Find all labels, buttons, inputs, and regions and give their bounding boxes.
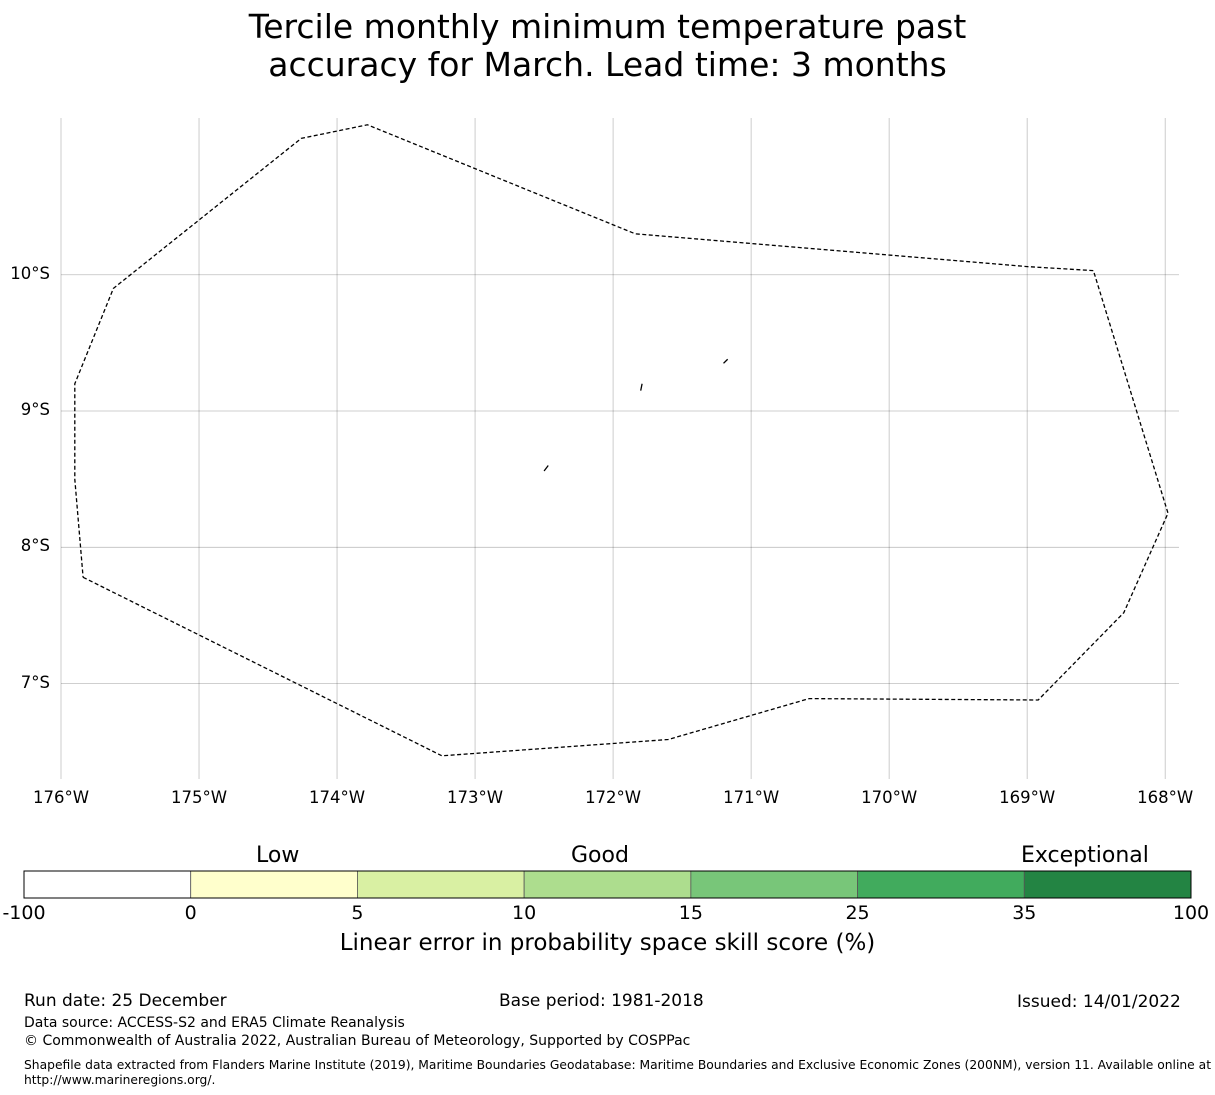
eez-boundary (74, 124, 1169, 757)
colorbar-tick-label: 0 (184, 902, 197, 924)
longitude-label: 170°W (861, 788, 918, 807)
colorbar-segment (357, 870, 525, 899)
colorbar-tick-label: 100 (1172, 902, 1210, 924)
category-low: Low (256, 843, 300, 868)
map-title: Tercile monthly minimum temperature past… (0, 8, 1215, 84)
colorbar-segment (1023, 870, 1192, 899)
colorbar-segment (857, 870, 1025, 899)
category-good: Good (571, 843, 629, 868)
island-outline (640, 383, 643, 391)
longitude-label: 168°W (1137, 788, 1194, 807)
latitude-label: 9°S (20, 400, 50, 420)
run-date: Run date: 25 December (24, 991, 227, 1011)
latitude-label: 8°S (20, 536, 50, 556)
colorbar-segment (690, 870, 858, 899)
title-line-1: Tercile monthly minimum temperature past (248, 7, 967, 46)
longitude-label: 175°W (170, 788, 228, 807)
longitude-label: 171°W (723, 788, 780, 807)
longitude-label: 173°W (447, 788, 504, 807)
island-outline (723, 358, 729, 364)
colorbar-segment (23, 870, 192, 899)
shapefile-credit-line-2: http://www.marineregions.org/. (24, 1073, 216, 1087)
colorbar-segment (190, 870, 358, 899)
title-line-2: accuracy for March. Lead time: 3 months (268, 45, 947, 84)
colorbar-segment (523, 870, 692, 899)
copyright: © Commonwealth of Australia 2022, Austra… (24, 1033, 691, 1049)
colorbar-tick-label: 15 (678, 902, 703, 924)
base-period: Base period: 1981-2018 (499, 991, 704, 1011)
issued-date: Issued: 14/01/2022 (1017, 992, 1181, 1012)
longitude-label: 172°W (585, 788, 642, 807)
colorbar-tick-label: 25 (845, 902, 870, 924)
category-exceptional: Exceptional (1021, 843, 1149, 868)
longitude-label: 174°W (309, 788, 366, 807)
colorbar-outline (23, 870, 1192, 899)
colorbar-tick-label: 5 (351, 902, 364, 924)
latitude-label: 10°S (10, 263, 50, 283)
latitude-label: 7°S (20, 672, 50, 692)
shapefile-credit-line-1: Shapefile data extracted from Flanders M… (24, 1058, 1212, 1072)
skill-score-map (60, 118, 1179, 779)
colorbar-tick-label: 35 (1012, 902, 1037, 924)
longitude-label: 169°W (999, 788, 1056, 807)
data-source: Data source: ACCESS-S2 and ERA5 Climate … (24, 1015, 405, 1031)
longitude-label: 176°W (32, 788, 90, 807)
island-outline (543, 465, 549, 472)
colorbar (23, 870, 1192, 899)
colorbar-tick-label: -100 (2, 902, 46, 924)
colorbar-tick-label: 10 (512, 902, 537, 924)
colorbar-label: Linear error in probability space skill … (339, 930, 876, 956)
